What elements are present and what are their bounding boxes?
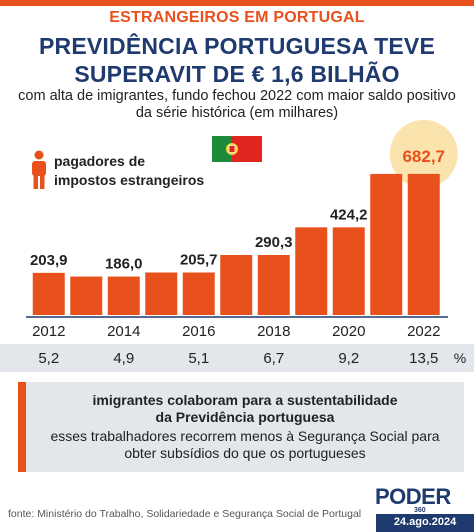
legend-label: pagadores de impostos estrangeiros xyxy=(54,152,204,190)
person-icon xyxy=(32,150,46,189)
value-label-2016: 205,7 xyxy=(180,251,218,268)
percent-2020: 9,2 xyxy=(338,350,359,367)
info-line-1: imigrantes colaboram para a sustentabili… xyxy=(92,392,398,408)
bar-2012 xyxy=(32,272,65,315)
value-label-2018: 290,3 xyxy=(255,234,293,251)
portugal-flag-icon xyxy=(212,136,262,162)
value-label-2022: 682,7 xyxy=(402,147,445,166)
percent-row: 5,2 4,9 5,1 6,7 9,2 13,5% xyxy=(38,350,466,367)
publish-date: 24.ago.2024 xyxy=(393,516,457,528)
source-note: fonte: Ministério do Trabalho, Solidarie… xyxy=(8,508,362,520)
title-line-2: SUPERAVIT DE € 1,6 BILHÃO xyxy=(74,61,400,87)
bar-chart: 203,9 186,0 205,7 290,3 424,2 682,7 2012 2014 20… xyxy=(26,120,458,340)
info-line-3: esses trabalhadores recorrem menos à Seg… xyxy=(50,428,440,444)
bar-2017 xyxy=(220,255,253,315)
bar-2015 xyxy=(145,272,178,315)
bar-2018 xyxy=(257,255,290,315)
bar-2019 xyxy=(295,227,328,315)
tick-label-2018: 2018 xyxy=(257,323,290,340)
percent-unit: % xyxy=(454,350,466,366)
title-line-1: PREVIDÊNCIA PORTUGUESA TEVE xyxy=(38,33,436,59)
legend-line-1: pagadores de xyxy=(54,153,146,169)
bar-2013 xyxy=(70,276,103,315)
info-line-2: da Previdência portuguesa xyxy=(155,409,335,425)
tick-label-2022: 2022 xyxy=(407,323,440,340)
bar-2021 xyxy=(370,173,403,315)
subtitle-line-1: com alta de imigrantes, fundo fechou 202… xyxy=(18,88,456,104)
percent-2018: 6,7 xyxy=(263,350,284,367)
info-box: imigrantes colaboram para a sustentabili… xyxy=(18,382,464,472)
percent-2014: 4,9 xyxy=(113,350,134,367)
tick-label-2020: 2020 xyxy=(332,323,365,340)
highlight-circle xyxy=(389,120,458,188)
percent-band xyxy=(0,344,474,372)
kicker: ESTRANGEIROS EM PORTUGAL xyxy=(109,9,365,26)
subtitle-line-2: da série histórica (em milhares) xyxy=(135,105,339,121)
tick-label-2012: 2012 xyxy=(32,323,65,340)
poder360-logo: PODER xyxy=(375,484,451,509)
legend-line-2: impostos estrangeiros xyxy=(54,172,205,188)
top-accent-bar xyxy=(0,0,474,6)
tick-label-2014: 2014 xyxy=(107,323,140,340)
bar-2016 xyxy=(182,272,215,315)
percent-2012: 5,2 xyxy=(38,350,59,367)
percent-2022: 13,5 xyxy=(409,350,438,367)
info-line-4: obter subsídios do que os portugueses xyxy=(124,445,366,461)
bar-2014 xyxy=(107,276,140,315)
info-accent-bar xyxy=(18,382,26,472)
value-label-2020: 424,2 xyxy=(330,206,368,223)
value-label-2014: 186,0 xyxy=(105,256,143,273)
bar-2022 xyxy=(407,173,440,315)
logo-suffix: 360 xyxy=(414,507,426,514)
bar-2020 xyxy=(332,227,365,315)
percent-2016: 5,1 xyxy=(188,350,209,367)
date-bar: 24.ago.2024 xyxy=(376,514,474,532)
tick-label-2016: 2016 xyxy=(182,323,215,340)
value-label-2012: 203,9 xyxy=(30,252,68,269)
